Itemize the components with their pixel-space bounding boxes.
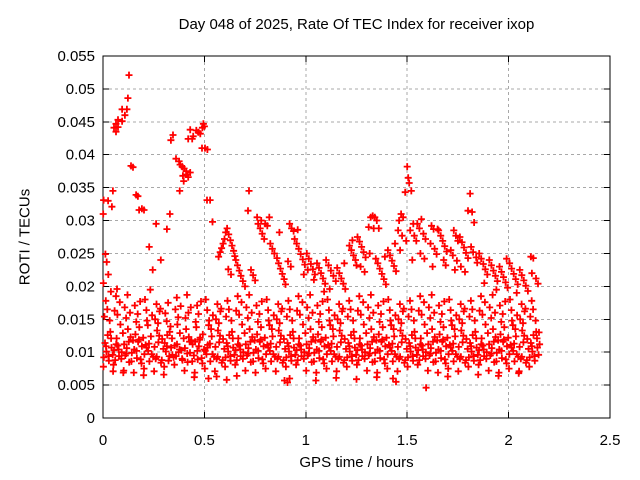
y-tick-label: 0.01 <box>66 344 95 361</box>
y-tick-label: 0.04 <box>66 147 95 164</box>
y-tick-label: 0.015 <box>57 311 95 328</box>
y-tick-label: 0.05 <box>66 81 95 98</box>
x-axis-label: GPS time / hours <box>299 454 414 471</box>
x-tick-label: 1 <box>302 432 310 449</box>
y-tick-label: 0.02 <box>66 278 95 295</box>
y-tick-label: 0.005 <box>57 377 95 394</box>
x-tick-label: 0.5 <box>194 432 215 449</box>
y-tick-label: 0.035 <box>57 180 95 197</box>
y-tick-label: 0.055 <box>57 48 95 65</box>
x-tick-label: 1.5 <box>397 432 418 449</box>
x-tick-label: 2 <box>504 432 512 449</box>
x-tick-label: 2.5 <box>600 432 621 449</box>
y-tick-label: 0.03 <box>66 213 95 230</box>
scatter-points <box>99 71 544 392</box>
plot-border <box>102 55 611 419</box>
y-tick-label: 0 <box>87 410 95 427</box>
y-tick-label: 0.045 <box>57 114 95 131</box>
x-tick-label: 0 <box>99 432 107 449</box>
y-tick-label: 0.025 <box>57 245 95 262</box>
chart-title: Day 048 of 2025, Rate Of TEC Index for r… <box>178 16 535 33</box>
